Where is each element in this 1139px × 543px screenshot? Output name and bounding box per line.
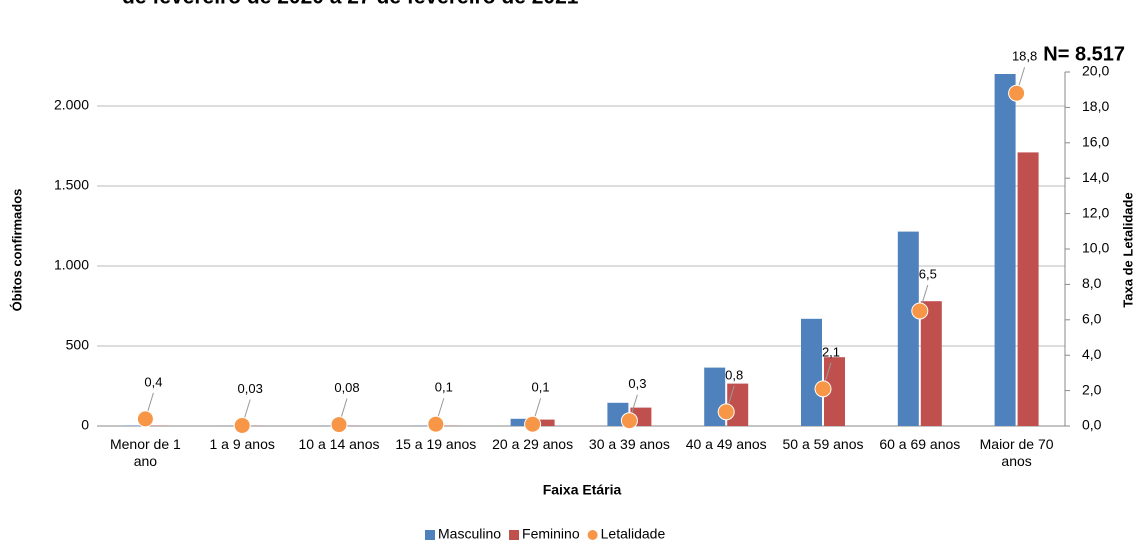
y2-tick-label: 18,0 <box>1082 98 1109 114</box>
y-tick-label: 1.000 <box>54 257 89 273</box>
data-label: 0,8 <box>725 367 743 382</box>
bar <box>510 418 532 426</box>
y-tick-label: 0 <box>81 417 89 433</box>
data-label: 0,1 <box>532 380 550 395</box>
x-tick-label: 20 a 29 anos <box>492 436 574 452</box>
y2-tick-label: 0,0 <box>1082 417 1102 433</box>
data-label: 18,8 <box>1012 49 1037 64</box>
y-tick-label: 1.500 <box>54 177 89 193</box>
y-tick-label: 500 <box>66 337 90 353</box>
legend-swatch <box>509 530 520 540</box>
y2-tick-label: 14,0 <box>1082 169 1109 185</box>
chart-title: de fevereiro de 2020 a 27 de fevereiro d… <box>122 0 579 9</box>
bar <box>920 301 942 426</box>
x-tick-label: Menor de 1 ano <box>109 436 181 469</box>
y2-tick-label: 6,0 <box>1082 311 1102 327</box>
annotation: N= 8.517 <box>1043 43 1125 65</box>
x-tick-label: 1 a 9 anos <box>209 436 275 452</box>
bar <box>994 74 1016 426</box>
point <box>620 412 638 430</box>
legend-label: Feminino <box>522 526 580 542</box>
data-label: 0,1 <box>435 380 453 395</box>
bar <box>897 231 919 426</box>
point <box>330 416 348 434</box>
x-tick-label: 30 a 39 anos <box>588 436 670 452</box>
x-tick-label: 50 a 59 anos <box>782 436 864 452</box>
point <box>427 415 445 433</box>
y-tick-label: 2.000 <box>54 97 89 113</box>
bar <box>801 318 822 426</box>
data-label: 0,03 <box>238 381 263 396</box>
point <box>1008 84 1026 102</box>
legend-label: Letalidade <box>601 526 666 542</box>
y2-tick-label: 20,0 <box>1082 63 1109 79</box>
legend-swatch <box>425 530 435 540</box>
point <box>717 403 735 421</box>
x-tick-label: 15 a 19 anos <box>395 436 477 452</box>
x-axis-title: Faixa Etária <box>543 482 622 498</box>
data-label: 2,1 <box>822 344 840 359</box>
point <box>911 302 929 320</box>
y2-tick-label: 10,0 <box>1082 240 1109 256</box>
bar <box>533 419 555 426</box>
point <box>233 416 251 434</box>
y2-tick-label: 2,0 <box>1082 381 1102 397</box>
data-label: 0,08 <box>334 380 359 395</box>
point <box>814 380 832 398</box>
legend-swatch <box>587 530 598 540</box>
point <box>136 410 154 428</box>
y2-axis-title: Taxa de Letalidade <box>1120 192 1135 307</box>
legend-label: Masculino <box>438 526 501 542</box>
point <box>524 415 542 433</box>
data-label: 0,3 <box>628 376 646 391</box>
y-axis-title: Óbitos confirmados <box>9 189 24 312</box>
data-label: 0,4 <box>144 374 162 389</box>
x-tick-label: 40 a 49 anos <box>685 436 767 452</box>
bar <box>824 357 845 426</box>
y2-tick-label: 8,0 <box>1082 275 1102 291</box>
x-tick-label: Maior de 70 anos <box>979 436 1054 469</box>
y2-tick-label: 12,0 <box>1082 204 1109 220</box>
y2-tick-label: 16,0 <box>1082 134 1109 150</box>
bar <box>1017 152 1039 426</box>
x-tick-label: 10 a 14 anos <box>298 436 380 452</box>
x-tick-label: 60 a 69 anos <box>879 436 961 452</box>
y2-tick-label: 4,0 <box>1082 346 1102 362</box>
data-label: 6,5 <box>919 266 937 281</box>
